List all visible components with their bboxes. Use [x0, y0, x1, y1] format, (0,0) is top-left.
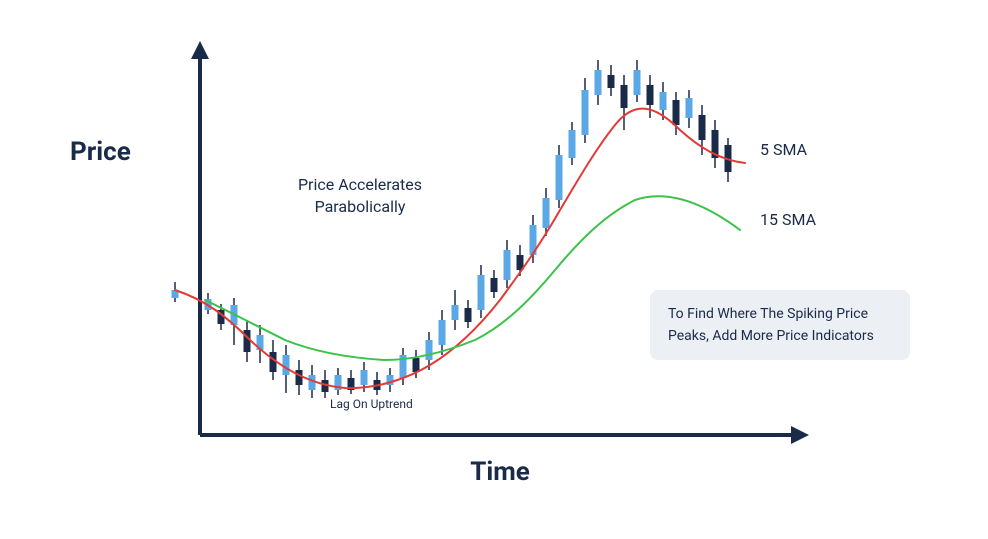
chart-container: Price Time Price Accelerates Parabolical…: [0, 0, 988, 539]
accelerates-annotation-line1: Price Accelerates: [298, 175, 422, 194]
callout-text-line2: Peaks, Add More Price Indicators: [668, 328, 874, 344]
x-axis-label: Time: [470, 457, 530, 487]
sma-15-label: 15 SMA: [760, 210, 817, 229]
sma-5-label: 5 SMA: [760, 140, 808, 159]
chart-svg: Price Time Price Accelerates Parabolical…: [0, 0, 988, 539]
callout-text-line1: To Find Where The Spiking Price: [668, 306, 868, 322]
axes: [191, 41, 809, 444]
candlestick-series: [172, 60, 732, 398]
lag-annotation: Lag On Uptrend: [330, 397, 413, 411]
y-axis-label: Price: [70, 137, 131, 167]
accelerates-annotation-line2: Parabolically: [315, 197, 406, 216]
callout-box: [650, 290, 910, 360]
